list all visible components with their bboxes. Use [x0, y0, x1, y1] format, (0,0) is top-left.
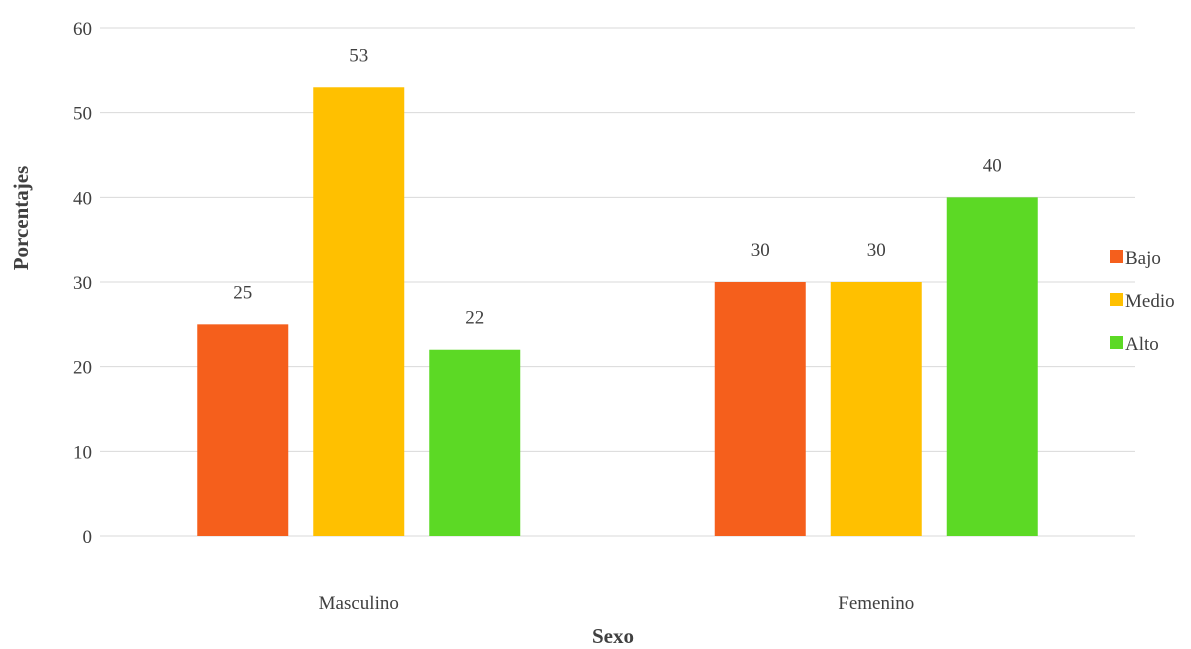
legend-swatch-medio [1110, 293, 1123, 306]
y-tick-label-10: 10 [73, 442, 92, 463]
legend-item-medio: Medio [1110, 291, 1175, 312]
legend-label-bajo: Bajo [1125, 248, 1161, 269]
y-tick-label-20: 20 [73, 358, 92, 379]
y-axis-tick-labels: 0 10 20 30 40 50 60 [73, 19, 92, 548]
data-label-masculino-alto: 22 [465, 308, 484, 329]
legend-swatch-alto [1110, 336, 1123, 349]
y-tick-label-40: 40 [73, 188, 92, 209]
data-label-femenino-bajo: 30 [751, 240, 770, 261]
y-tick-label-50: 50 [73, 104, 92, 125]
bar-masculino-alto [429, 349, 521, 536]
bars [197, 87, 1038, 537]
legend-label-alto: Alto [1125, 334, 1159, 355]
legend: Bajo Medio Alto [1110, 248, 1175, 355]
y-axis-title: Porcentajes [9, 166, 33, 271]
data-labels: 25 53 22 30 30 40 [233, 45, 1002, 328]
bar-femenino-alto [946, 197, 1038, 537]
x-axis-category-labels: Masculino Femenino [319, 593, 915, 614]
category-label-masculino: Masculino [319, 593, 399, 614]
bar-masculino-medio [313, 87, 405, 537]
data-label-masculino-bajo: 25 [233, 282, 252, 303]
legend-item-alto: Alto [1110, 334, 1159, 355]
x-axis-title: Sexo [592, 624, 634, 648]
category-label-femenino: Femenino [838, 593, 914, 614]
data-label-masculino-medio: 53 [349, 45, 368, 66]
legend-item-bajo: Bajo [1110, 248, 1161, 269]
y-tick-label-60: 60 [73, 19, 92, 40]
y-tick-label-0: 0 [83, 527, 93, 548]
bar-femenino-medio [830, 282, 922, 536]
legend-label-medio: Medio [1125, 291, 1175, 312]
bar-femenino-bajo [714, 282, 806, 536]
y-tick-label-30: 30 [73, 273, 92, 294]
data-label-femenino-medio: 30 [867, 240, 886, 261]
bar-masculino-bajo [197, 324, 289, 536]
legend-swatch-bajo [1110, 250, 1123, 263]
data-label-femenino-alto: 40 [983, 155, 1002, 176]
